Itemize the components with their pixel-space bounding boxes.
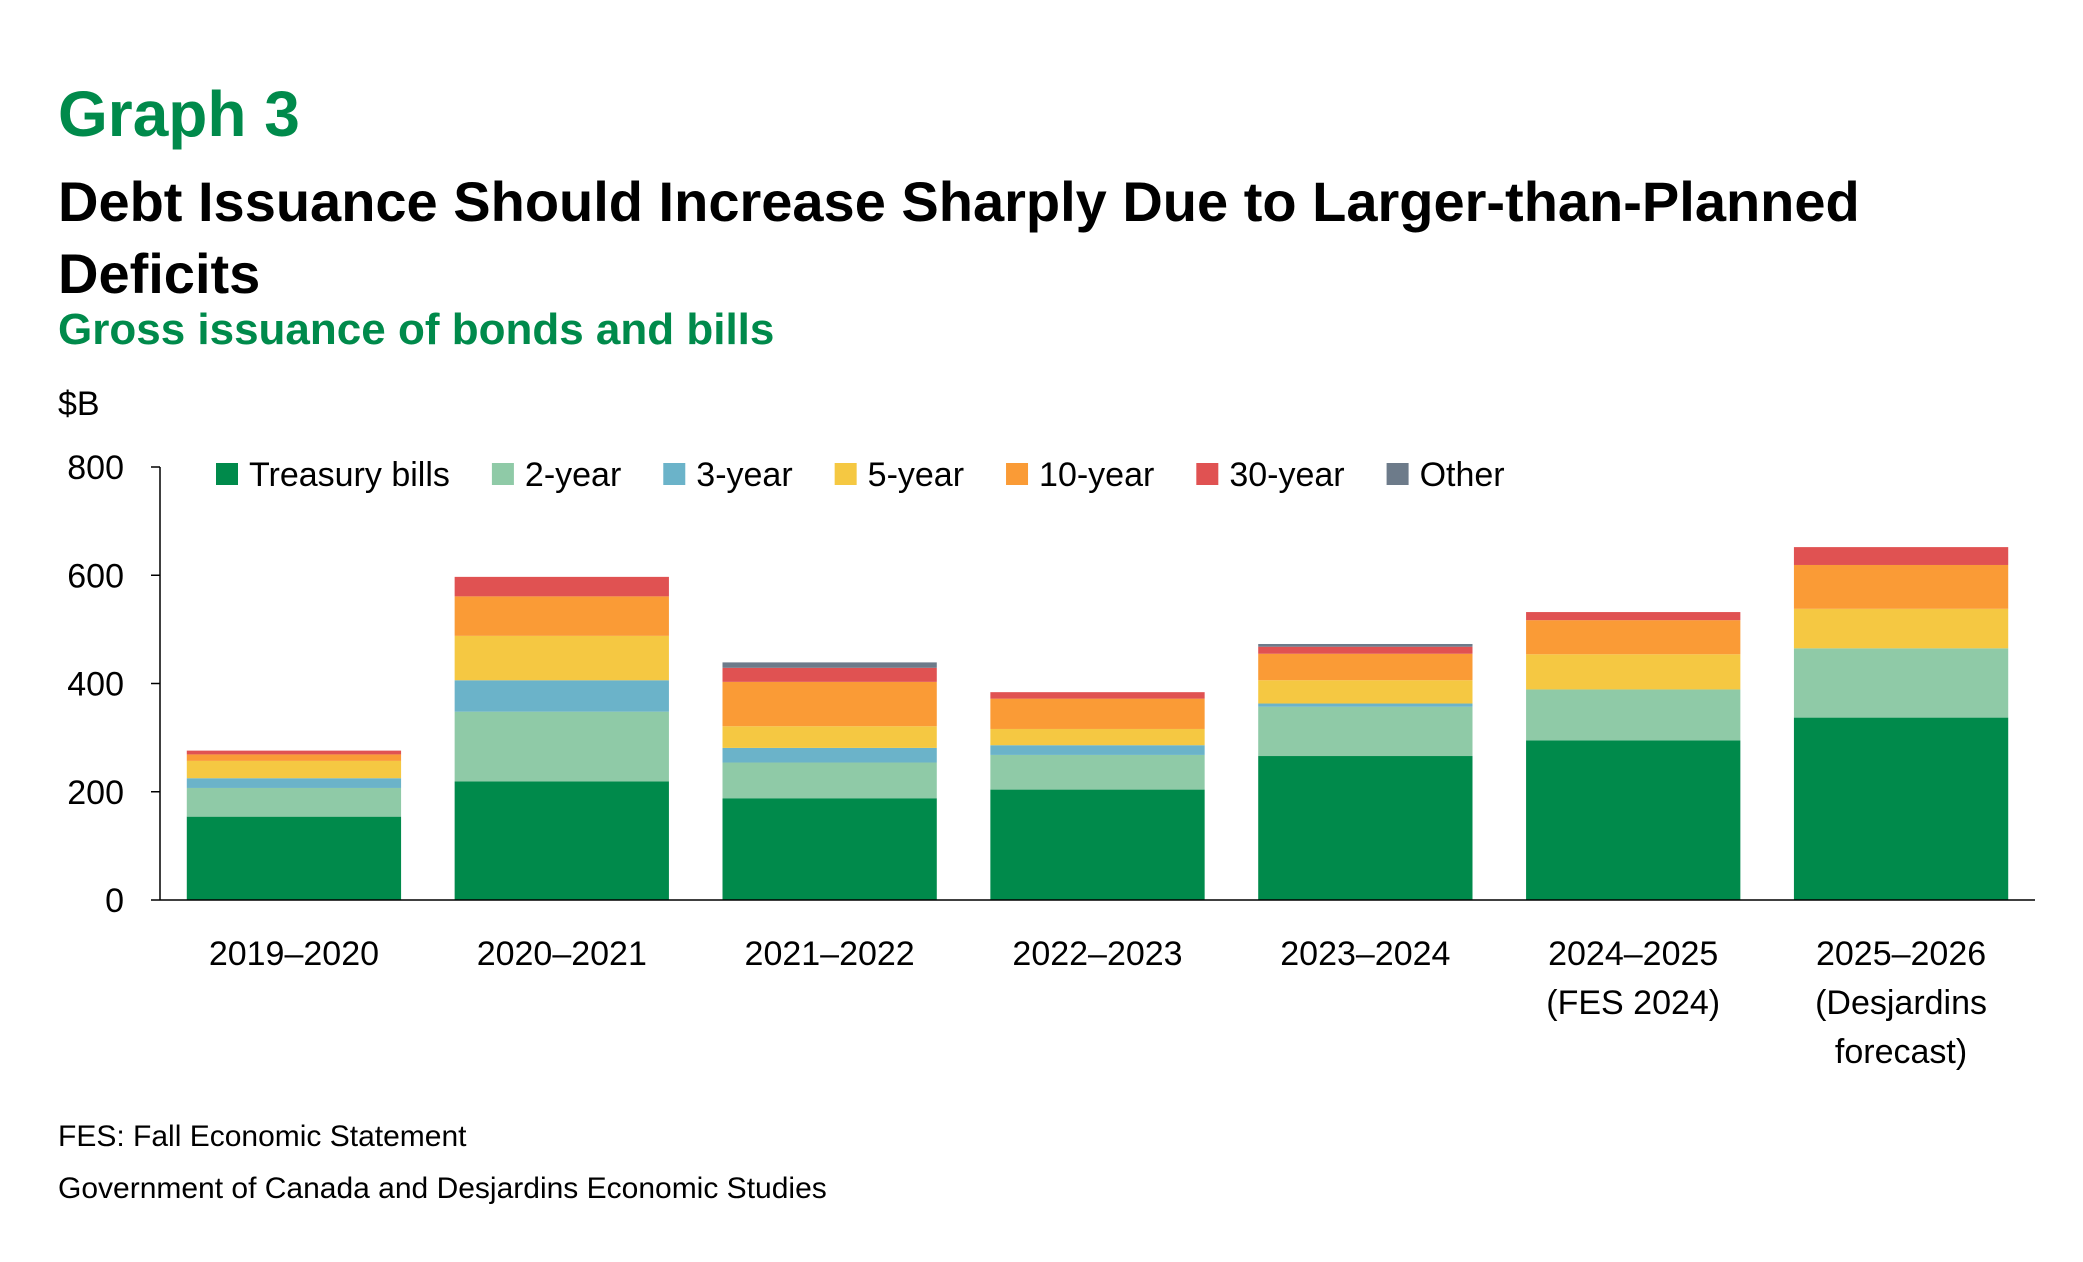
bar-segment: [454, 680, 669, 712]
bar-segment: [990, 692, 1205, 699]
bar-segment: [1526, 620, 1741, 655]
footnote: FES: Fall Economic Statement: [58, 1120, 467, 1153]
y-tick-label: 600: [67, 557, 124, 595]
y-unit-label: $B: [58, 385, 100, 423]
bar-segment: [1258, 703, 1473, 707]
bar-segment: [1526, 654, 1741, 690]
x-tick-label-line: 2021–2022: [745, 935, 915, 973]
legend-swatch: [1386, 463, 1409, 485]
bar-segment: [1793, 547, 2009, 565]
legend-swatch: [491, 463, 514, 485]
bar-segment: [1258, 680, 1473, 704]
legend-swatch: [216, 463, 238, 485]
bar-segment: [186, 754, 402, 761]
bar-segment: [1258, 646, 1473, 654]
bar-segment: [1793, 648, 2009, 718]
x-tick-label-line: 2023–2024: [1280, 935, 1450, 973]
bar-segment: [722, 662, 937, 668]
legend-swatch: [1196, 463, 1219, 485]
x-tick-label-line: forecast): [1835, 1033, 1967, 1071]
y-tick-label: 0: [105, 882, 124, 920]
bar-segment: [1258, 706, 1473, 757]
legend-swatch: [663, 463, 686, 485]
bar-segment: [722, 667, 937, 682]
bar-segment: [990, 745, 1205, 755]
x-tick-label-line: 2020–2021: [477, 935, 647, 973]
x-tick-label-line: 2025–2026: [1816, 935, 1986, 973]
legend-label: 5-year: [868, 456, 964, 494]
legend-label: 10-year: [1039, 456, 1154, 494]
bar-segment: [1526, 689, 1741, 741]
bars-layer: [186, 547, 2009, 900]
chart-subtitle: Gross issuance of bonds and bills: [58, 305, 775, 354]
bar-segment: [186, 816, 402, 900]
legend-label: Treasury bills: [249, 456, 450, 494]
chart-title: Debt Issuance Should Increase Sharply Du…: [58, 170, 1860, 305]
legend-label: 30-year: [1229, 456, 1344, 494]
bar-segment: [454, 635, 669, 681]
legend-swatch: [1006, 463, 1029, 485]
bar-segment: [722, 726, 937, 748]
x-tick-label-line: (Desjardins: [1815, 984, 1987, 1022]
x-tick-label: 2022–2023: [1012, 935, 1182, 973]
bar-segment: [722, 762, 937, 799]
x-tick-label: 2023–2024: [1280, 935, 1450, 973]
bar-segment: [722, 798, 937, 900]
source-note: Government of Canada and Desjardins Econ…: [58, 1172, 827, 1205]
x-tick-label-line: (FES 2024): [1546, 984, 1720, 1022]
bar-segment: [1258, 653, 1473, 681]
legend-label: 3-year: [696, 456, 792, 494]
x-tick-label-line: 2022–2023: [1012, 935, 1182, 973]
y-tick-label: 400: [67, 666, 124, 704]
y-tick-label: 200: [67, 774, 124, 812]
graph-label: Graph 3: [58, 78, 300, 150]
bar-segment: [990, 698, 1205, 729]
bar-segment: [1258, 643, 1473, 647]
legend-label: Other: [1420, 456, 1505, 494]
legend-swatch: [834, 463, 857, 485]
x-tick-label: 2019–2020: [209, 935, 379, 973]
bar-segment: [722, 681, 937, 727]
bar-segment: [186, 750, 402, 755]
x-tick-label-line: 2024–2025: [1548, 935, 1718, 973]
x-tick-label: 2025–2026 (Desjardins forecast): [1815, 935, 1987, 1071]
bar-segment: [990, 728, 1205, 746]
bar-segment: [990, 754, 1205, 790]
bar-segment: [1793, 564, 2009, 609]
x-tick-label: 2021–2022: [745, 935, 915, 973]
bar-segment: [186, 787, 402, 817]
bar-segment: [454, 596, 669, 636]
bar-segment: [186, 778, 402, 788]
bar-segment: [1793, 717, 2009, 900]
axes-layer: 2019–2020 2020–2021 2021–2022 2022–2023 2023…: [67, 449, 2035, 1071]
bar-segment: [454, 711, 669, 782]
x-tick-label-line: 2019–2020: [209, 935, 379, 973]
x-tick-label: 2024–2025 (FES 2024): [1546, 935, 1720, 1022]
bar-segment: [1526, 740, 1741, 900]
bar-segment: [990, 789, 1205, 900]
bar-segment: [454, 781, 669, 900]
bar-segment: [722, 747, 937, 763]
bar-segment: [454, 576, 669, 597]
legend-label: 2-year: [525, 456, 621, 494]
legend: Treasury bills 2-year 3-year 5-year 10-year 3…: [216, 456, 1505, 494]
bar-segment: [186, 760, 402, 779]
bar-segment: [1258, 756, 1473, 900]
y-tick-label: 800: [67, 449, 124, 487]
x-tick-label: 2020–2021: [477, 935, 647, 973]
bar-segment: [1526, 612, 1741, 621]
bar-segment: [1793, 608, 2009, 649]
